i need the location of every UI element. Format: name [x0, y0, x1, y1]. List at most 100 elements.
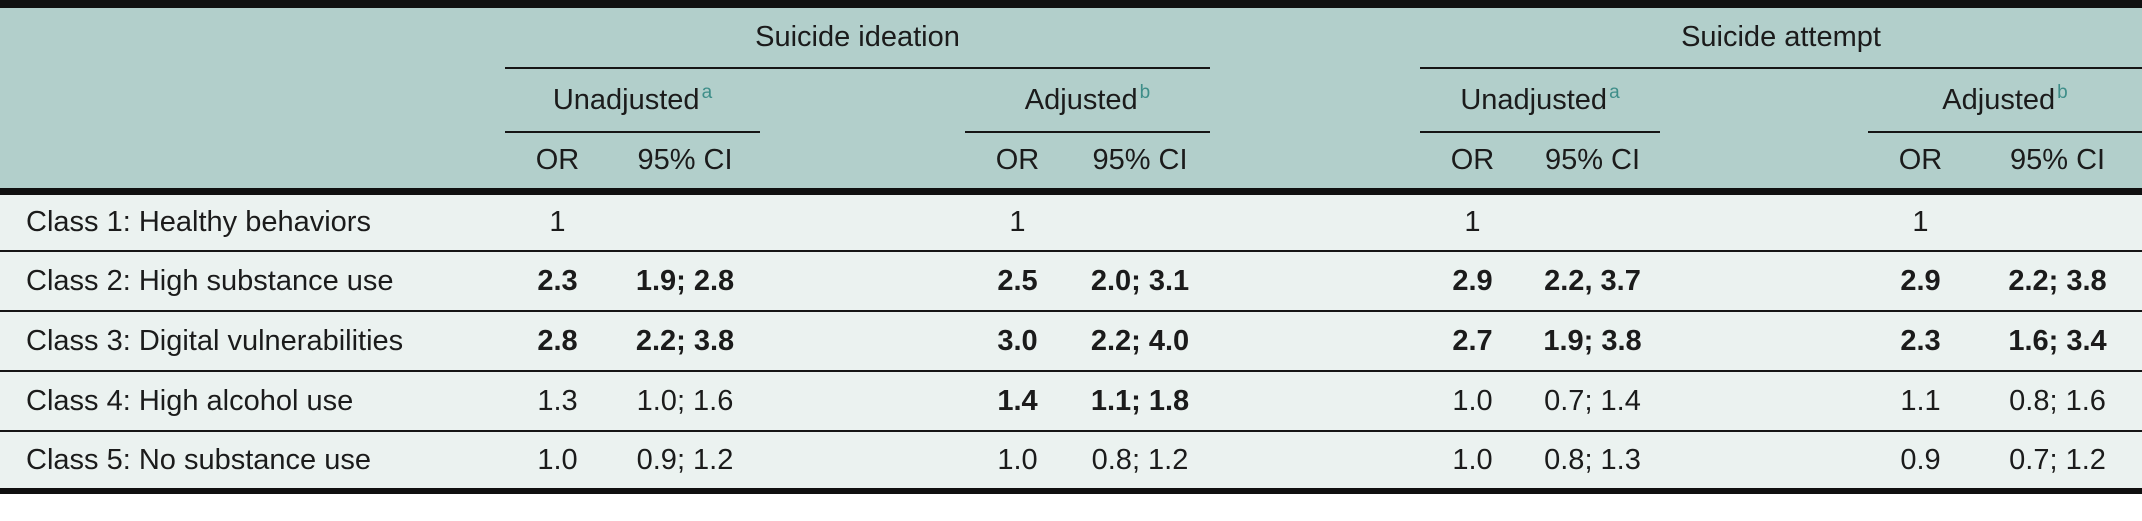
ci-value: 0.8; 1.6 — [1973, 370, 2142, 431]
or-value: 2.9 — [1420, 250, 1525, 311]
spacer-cell — [1210, 370, 1420, 431]
measure-header-row: OR 95% CI OR 95% CI OR 95% CI OR 95% CI — [0, 132, 2142, 195]
or-value: 1 — [1420, 191, 1525, 251]
ci-value: 0.7; 1.2 — [1973, 430, 2142, 494]
spacer-cell — [760, 430, 965, 494]
ci-value: 2.2; 3.8 — [1973, 250, 2142, 311]
subheader-label: Unadjusted — [552, 83, 700, 116]
table-row-class-3: Class 3: Digital vulnerabilities 2.8 2.2… — [0, 310, 2142, 371]
subheader-attempt-unadjusted: Unadjusted a — [1420, 68, 1660, 133]
ci-value: 2.0; 3.1 — [1070, 250, 1210, 311]
footnote-marker-a: a — [1609, 81, 1620, 103]
ci-value: 1.9; 3.8 — [1525, 310, 1660, 371]
spacer-cell — [1210, 191, 1420, 251]
group-title-label: Suicide ideation — [755, 21, 960, 53]
or-column-header: OR — [1868, 132, 1973, 195]
ci-value: 2.2; 4.0 — [1070, 310, 1210, 371]
spacer-cell — [760, 191, 965, 251]
ci-value: 1.1; 1.8 — [1070, 370, 1210, 431]
ci-value — [1070, 191, 1210, 251]
table-header: Suicide ideation Suicide attempt Unadjus… — [0, 4, 2142, 195]
spacer-cell — [1210, 430, 1420, 494]
or-column-header: OR — [1420, 132, 1525, 195]
footnote-marker-a: a — [701, 81, 713, 103]
group-header-suicide-attempt: Suicide attempt — [1420, 4, 2142, 69]
subgroup-spacer — [760, 68, 965, 195]
or-value: 2.3 — [1868, 310, 1973, 371]
or-value: 1.0 — [1420, 370, 1525, 431]
subheader-label: Unadjusted — [1460, 83, 1608, 116]
ci-value: 1.0; 1.6 — [610, 370, 760, 431]
or-value: 2.8 — [505, 310, 610, 371]
table-row-class-4: Class 4: High alcohol use 1.3 1.0; 1.6 1… — [0, 370, 2142, 431]
ci-column-header: 95% CI — [1973, 132, 2142, 195]
footnote-marker-b: b — [2057, 81, 2068, 103]
or-value: 0.9 — [1868, 430, 1973, 494]
footnote-marker-b: b — [1139, 81, 1151, 103]
or-column-header: OR — [505, 132, 610, 195]
row-label: Class 5: No substance use — [0, 430, 505, 494]
outcome-group-row: Suicide ideation Suicide attempt — [0, 4, 2142, 195]
or-value: 1.0 — [965, 430, 1070, 494]
table-row-class-2: Class 2: High substance use 2.3 1.9; 2.8… — [0, 250, 2142, 311]
or-value: 2.7 — [1420, 310, 1525, 371]
table-row-class-5: Class 5: No substance use 1.0 0.9; 1.2 1… — [0, 430, 2142, 494]
model-subgroup-row: Unadjusted a Adjusted b Unadjusted a Adjust… — [0, 68, 2142, 195]
spacer-cell — [1660, 310, 1868, 371]
or-value: 2.5 — [965, 250, 1070, 311]
corner-cell — [0, 4, 505, 195]
ci-value: 2.2, 3.7 — [1525, 250, 1660, 311]
spacer-cell — [760, 370, 965, 431]
ci-value: 0.7; 1.4 — [1525, 370, 1660, 431]
row-label: Class 4: High alcohol use — [0, 370, 505, 431]
ci-value: 0.9; 1.2 — [610, 430, 760, 494]
subheader-ideation-unadjusted: Unadjusted a — [505, 68, 760, 133]
ci-value — [1525, 191, 1660, 251]
spacer-cell — [1660, 430, 1868, 494]
table-body: Class 1: Healthy behaviors 1 1 1 1 Class… — [0, 191, 2142, 494]
or-value: 2.3 — [505, 250, 610, 311]
subgroup-spacer — [1660, 68, 1868, 195]
group-header-suicide-ideation: Suicide ideation — [505, 4, 1210, 69]
ci-column-header: 95% CI — [1070, 132, 1210, 195]
group-spacer — [1210, 4, 1420, 195]
table-row-class-1: Class 1: Healthy behaviors 1 1 1 1 — [0, 191, 2142, 251]
spacer-cell — [1660, 191, 1868, 251]
subheader-label: Adjusted — [1024, 83, 1138, 116]
ci-value — [1973, 191, 2142, 251]
odds-ratio-table: Suicide ideation Suicide attempt Unadjus… — [0, 0, 2142, 494]
ci-value: 2.2; 3.8 — [610, 310, 760, 371]
ci-value: 0.8; 1.3 — [1525, 430, 1660, 494]
ci-value — [610, 191, 760, 251]
or-value: 1.4 — [965, 370, 1070, 431]
or-value: 1.3 — [505, 370, 610, 431]
or-value: 1.0 — [1420, 430, 1525, 494]
subheader-ideation-adjusted: Adjusted b — [965, 68, 1210, 133]
ci-value: 0.8; 1.2 — [1070, 430, 1210, 494]
spacer-cell — [760, 310, 965, 371]
or-value: 3.0 — [965, 310, 1070, 371]
or-column-header: OR — [965, 132, 1070, 195]
or-value: 1.0 — [505, 430, 610, 494]
spacer-cell — [1210, 310, 1420, 371]
or-value: 2.9 — [1868, 250, 1973, 311]
ci-value: 1.6; 3.4 — [1973, 310, 2142, 371]
ci-value: 1.9; 2.8 — [610, 250, 760, 311]
or-value: 1 — [1868, 191, 1973, 251]
row-label: Class 3: Digital vulnerabilities — [0, 310, 505, 371]
ci-column-header: 95% CI — [610, 132, 760, 195]
row-label: Class 2: High substance use — [0, 250, 505, 311]
spacer-cell — [1660, 370, 1868, 431]
or-value: 1 — [965, 191, 1070, 251]
ci-column-header: 95% CI — [1525, 132, 1660, 195]
subheader-attempt-adjusted: Adjusted b — [1868, 68, 2142, 133]
or-value: 1 — [505, 191, 610, 251]
spacer-cell — [1660, 250, 1868, 311]
spacer-cell — [760, 250, 965, 311]
or-value: 1.1 — [1868, 370, 1973, 431]
row-label: Class 1: Healthy behaviors — [0, 191, 505, 251]
subheader-label: Adjusted — [1942, 83, 2056, 116]
group-title-label: Suicide attempt — [1681, 21, 1881, 53]
spacer-cell — [1210, 250, 1420, 311]
